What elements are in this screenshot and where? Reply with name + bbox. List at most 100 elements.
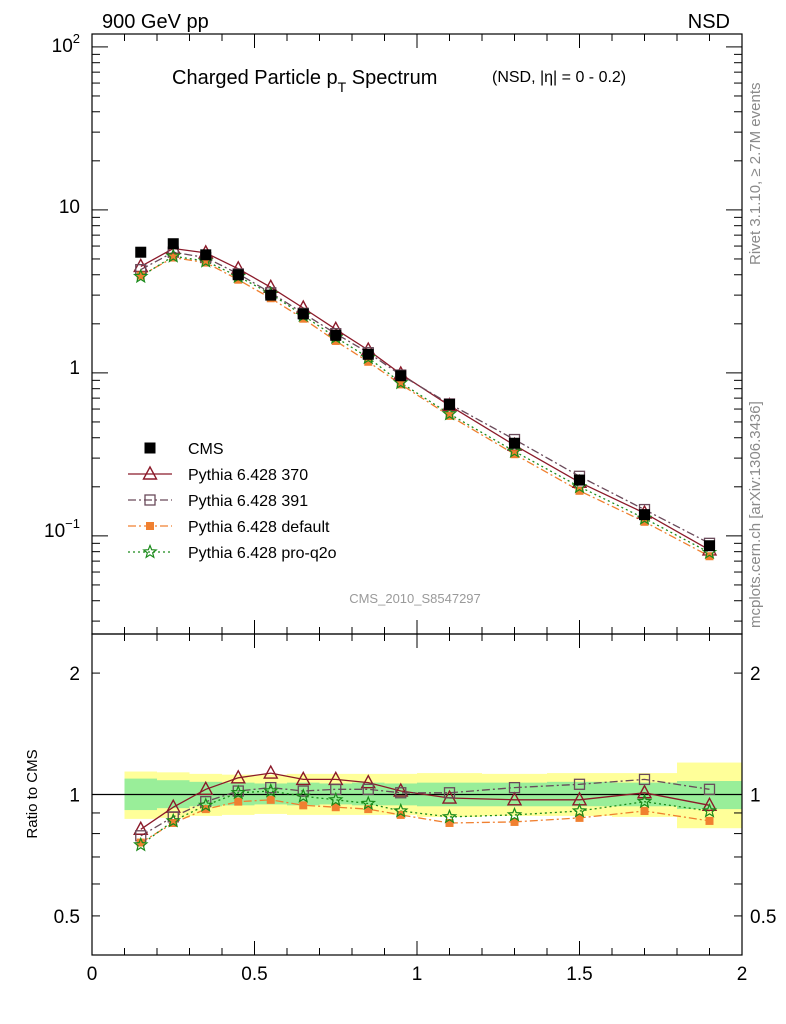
series-0-point [574, 474, 585, 486]
ratio-0-point [636, 784, 653, 799]
ratio-1-point [265, 781, 277, 794]
ratio-2-point [445, 818, 454, 827]
ratio-0-point [230, 769, 246, 784]
legend: CMS Pythia 6.428 370 Pythia 6.428 391 Pythi… [128, 441, 337, 562]
ratio-1-point [362, 783, 374, 795]
ratio-3-point [441, 808, 458, 824]
ratio-3-point [701, 802, 718, 818]
side-label-top: Rivet 3.1.10, ≥ 2.7M events [747, 83, 764, 266]
ratio-1-point [638, 773, 651, 786]
ratio-2-point [234, 797, 243, 806]
legend-label-1: Pythia 6.428 370 [188, 467, 308, 484]
series-0-point [200, 249, 212, 261]
ratio-0-point [441, 789, 458, 804]
main-plot [91, 33, 743, 635]
x-tick-label: 0.5 [241, 964, 267, 985]
series-4-point [506, 443, 523, 458]
ratio-2-point [169, 818, 178, 827]
chart-title-prefix: Charged Particle p [172, 67, 338, 89]
ratio-2-point [640, 807, 649, 816]
ratio-0-point [263, 764, 279, 779]
ratio-3-point [165, 812, 182, 828]
ratio-2-point [510, 817, 519, 826]
ratio-2-point [364, 805, 373, 814]
chart-title: Charged Particle pT Spectrum [172, 67, 437, 95]
series-0-point [167, 238, 179, 250]
ratio-3-point [636, 793, 653, 809]
ratio-1-point [297, 785, 309, 797]
series-3-point [364, 357, 373, 366]
ratio-0-point [506, 791, 523, 806]
ratio-2-point [705, 816, 714, 825]
ratio-1-point [508, 781, 521, 794]
series-3-point [136, 271, 145, 280]
legend-label-3: Pythia 6.428 default [188, 519, 330, 536]
series-line-4 [140, 255, 710, 554]
chart-title-extra: (NSD, |η| = 0 - 0.2) [492, 69, 626, 86]
ratio-0-point [701, 796, 718, 812]
ratio-2-point [396, 810, 405, 819]
x-tick-label: 1.5 [566, 964, 592, 985]
ratio-line-1 [140, 778, 710, 837]
series-4-point [132, 268, 149, 284]
legend-label-0: CMS [188, 441, 224, 458]
x-tick-label: 1 [412, 964, 423, 985]
chart-watermark: CMS_2010_S8547297 [349, 591, 481, 606]
x-tick-label: 2 [737, 964, 748, 985]
chart-title-suffix: Spectrum [346, 67, 437, 89]
ratio-3-point [295, 788, 312, 803]
series-0-point [330, 329, 342, 341]
main-ytick-label-01: 10−1 [44, 516, 80, 542]
ratio-line-3 [140, 790, 710, 846]
ratio-3-point [327, 791, 344, 807]
ratio-ylabel: Ratio to CMS [24, 749, 41, 838]
ratio-1-point [395, 787, 407, 799]
series-0-point [265, 289, 277, 301]
ratio-3-point [132, 836, 149, 852]
series-0-point [297, 308, 309, 320]
chart-title-sub: T [338, 79, 347, 95]
main-ytick-label-100: 102 [52, 31, 80, 57]
series-0-point [639, 509, 650, 521]
series-line-3 [140, 256, 710, 557]
ratio-1-point [443, 787, 456, 799]
header-right: NSD [688, 11, 730, 33]
legend-marker-4 [142, 543, 158, 559]
ratio-3-point [197, 797, 214, 812]
series-3-point [169, 253, 178, 262]
legend-marker-0 [144, 442, 156, 454]
header-left: 900 GeV pp [102, 11, 209, 33]
series-4-point [165, 248, 182, 263]
ratio-ytick-label-right: 0.5 [750, 907, 776, 928]
ratio-0-point [133, 820, 149, 835]
series-0-point [509, 437, 520, 449]
series-4-point [441, 405, 458, 421]
ratio-ytick-label-right: 1 [750, 786, 761, 807]
series-0-point [704, 540, 715, 552]
series-0-point [444, 398, 455, 410]
ratio-3-point [230, 784, 247, 800]
ratio-3-point [392, 802, 409, 818]
ratio-line-0 [140, 772, 710, 830]
ratio-3-point [262, 782, 279, 798]
ratio-2-point [136, 838, 145, 847]
series-0-point [232, 269, 244, 281]
series-3-point [201, 258, 210, 267]
series-0-point [395, 370, 407, 382]
legend-marker-1 [142, 465, 158, 480]
side-label-bottom: mcplots.cern.ch [arXiv:1306.3436] [747, 401, 764, 628]
main-frame [91, 33, 743, 635]
main-ytick-label-10: 10 [59, 197, 80, 218]
x-tick-labels: 0 0.5 1 1.5 2 [87, 964, 748, 985]
ratio-0-point [360, 774, 376, 789]
ratio-3-point [571, 802, 588, 818]
legend-label-2: Pythia 6.428 391 [188, 493, 308, 510]
ratio-ytick-label: 2 [69, 664, 80, 685]
ratio-ytick-label-right: 2 [750, 664, 761, 685]
legend-marker-2 [144, 494, 156, 506]
series-0-point [135, 246, 147, 258]
ratio-2-point [331, 803, 340, 812]
series-3-point [445, 411, 454, 420]
ratio-0-point [393, 782, 409, 797]
